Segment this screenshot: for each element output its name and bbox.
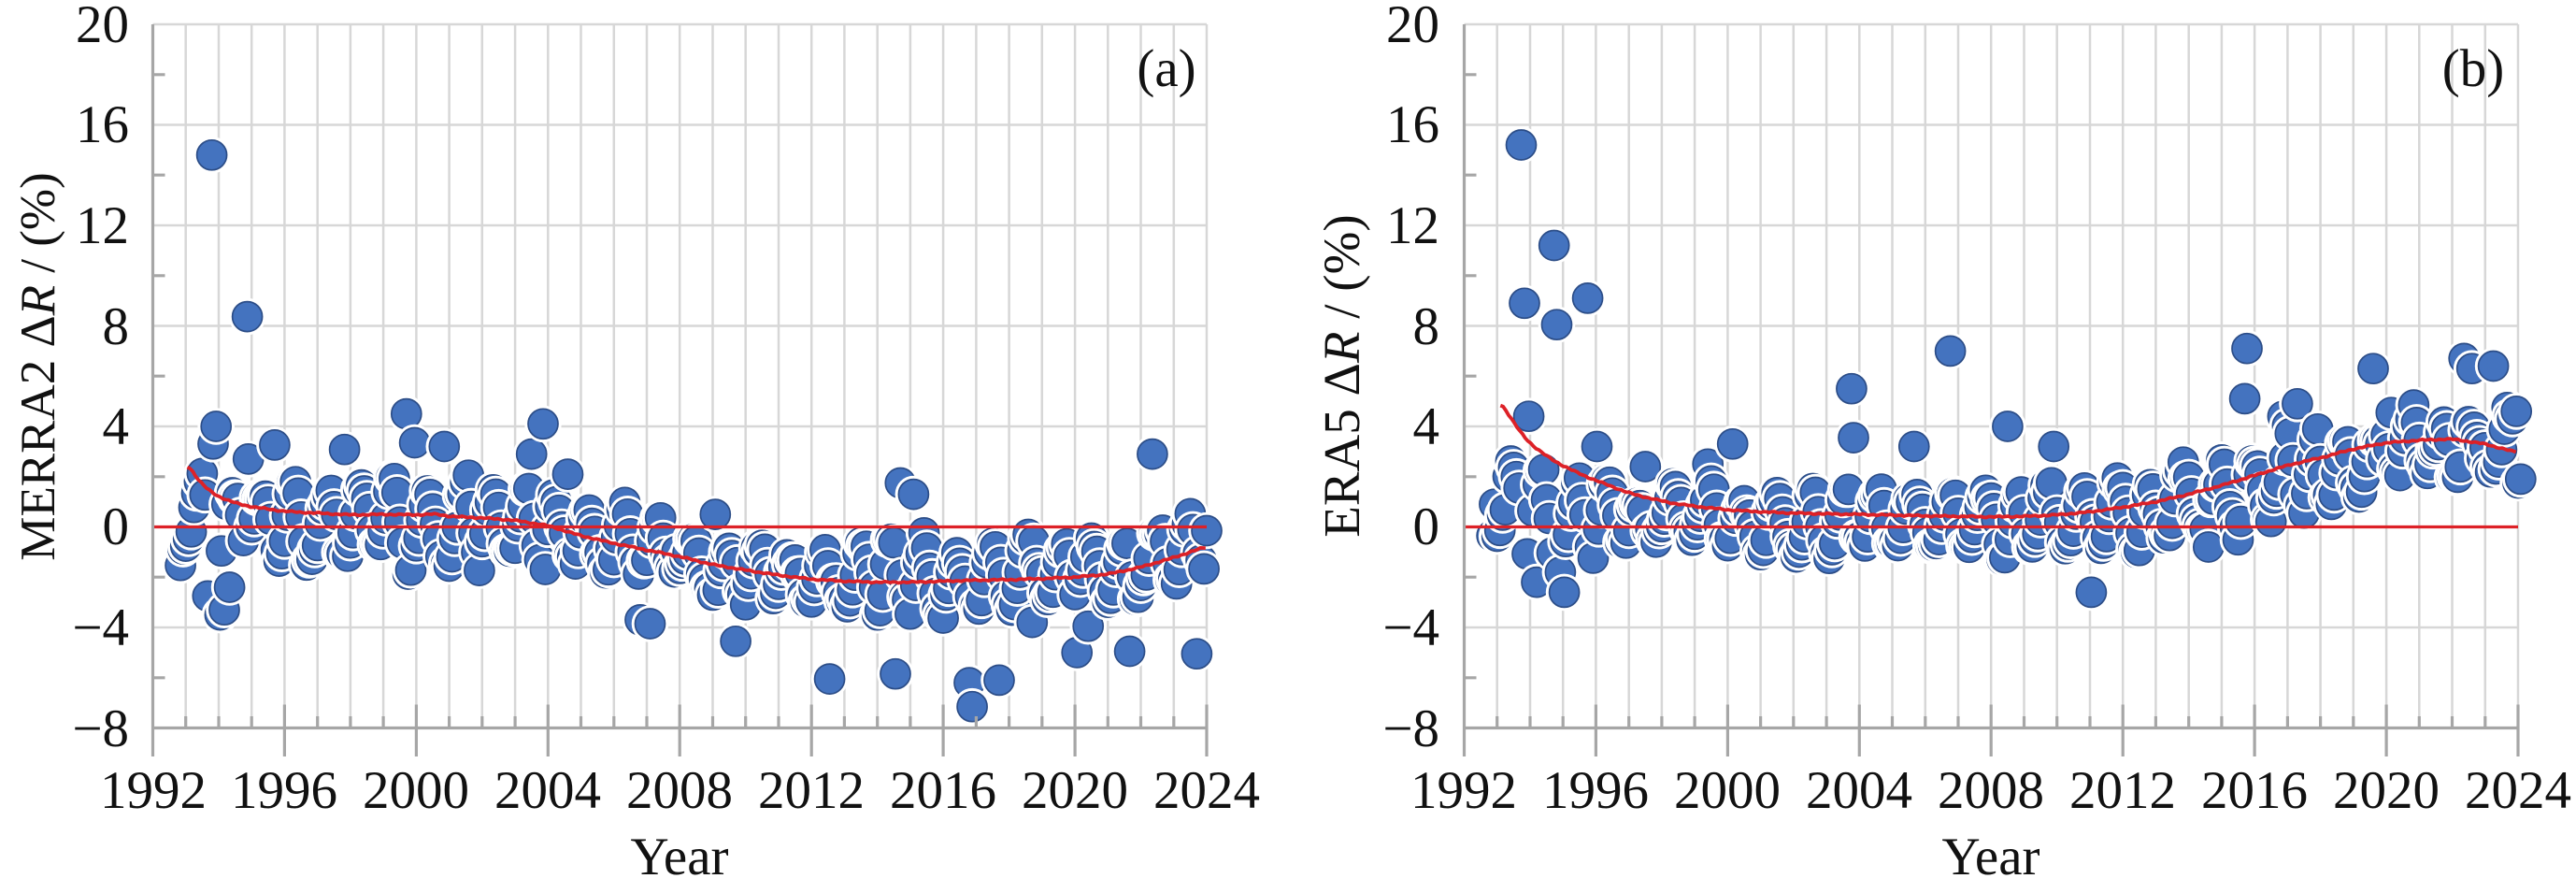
- svg-text:16: 16: [1386, 95, 1439, 154]
- svg-text:2024: 2024: [1153, 761, 1260, 820]
- svg-text:2016: 2016: [2201, 761, 2308, 820]
- svg-text:−8: −8: [1382, 699, 1439, 758]
- svg-text:2020: 2020: [1022, 761, 1128, 820]
- svg-text:16: 16: [76, 95, 129, 154]
- svg-text:8: 8: [103, 297, 130, 356]
- svg-text:20: 20: [76, 0, 129, 54]
- svg-text:0: 0: [103, 497, 130, 556]
- svg-text:2008: 2008: [626, 761, 733, 820]
- svg-text:2004: 2004: [494, 761, 601, 820]
- svg-text:2004: 2004: [1806, 761, 1912, 820]
- svg-text:2000: 2000: [363, 761, 469, 820]
- svg-text:2024: 2024: [2465, 761, 2571, 820]
- svg-text:1996: 1996: [1542, 761, 1649, 820]
- svg-text:ERA5 ΔR / (%): ERA5 ΔR / (%): [1313, 214, 1370, 537]
- svg-text:12: 12: [1386, 196, 1439, 255]
- svg-text:20: 20: [1386, 0, 1439, 54]
- svg-text:2020: 2020: [2333, 761, 2440, 820]
- svg-text:12: 12: [76, 196, 129, 255]
- svg-text:2016: 2016: [890, 761, 996, 820]
- svg-text:1996: 1996: [231, 761, 337, 820]
- svg-text:−4: −4: [72, 598, 129, 657]
- svg-text:1992: 1992: [100, 761, 207, 820]
- svg-text:Year: Year: [1941, 828, 2039, 886]
- svg-text:2000: 2000: [1674, 761, 1781, 820]
- svg-text:Year: Year: [630, 828, 728, 886]
- svg-text:2012: 2012: [2069, 761, 2176, 820]
- svg-text:MERRA2 ΔR / (%): MERRA2 ΔR / (%): [11, 172, 65, 560]
- svg-text:−8: −8: [72, 699, 129, 758]
- svg-text:4: 4: [1413, 397, 1440, 456]
- svg-text:−4: −4: [1382, 598, 1439, 657]
- svg-text:1992: 1992: [1410, 761, 1517, 820]
- svg-text:8: 8: [1413, 297, 1440, 356]
- svg-text:4: 4: [103, 397, 130, 456]
- svg-text:(a): (a): [1137, 39, 1195, 98]
- svg-text:2012: 2012: [758, 761, 865, 820]
- svg-text:2008: 2008: [1938, 761, 2044, 820]
- svg-text:(b): (b): [2442, 39, 2504, 98]
- svg-text:0: 0: [1413, 497, 1440, 556]
